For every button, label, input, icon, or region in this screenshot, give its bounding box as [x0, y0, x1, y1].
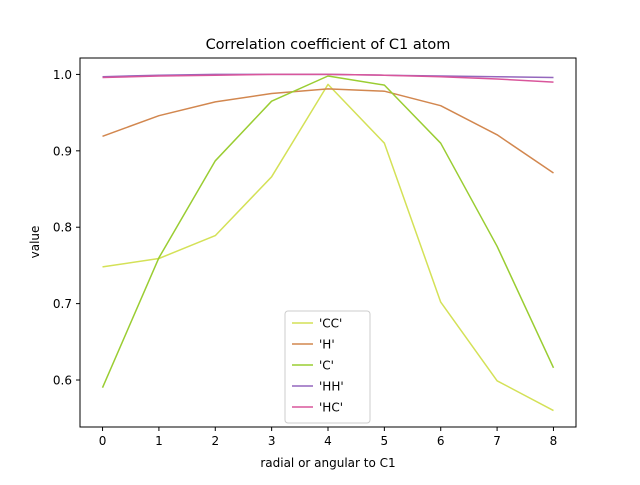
x-tick-label: 4 — [324, 434, 332, 448]
series-line-4 — [102, 73, 554, 83]
y-tick-label: 1.0 — [53, 68, 72, 82]
legend-label: 'HH' — [319, 380, 344, 394]
x-axis-label: radial or angular to C1 — [260, 456, 395, 470]
series-line-1 — [102, 88, 554, 174]
y-tick-label: 0.9 — [53, 144, 72, 158]
x-tick-label: 0 — [99, 434, 107, 448]
x-tick-label: 1 — [155, 434, 163, 448]
legend-label: 'C' — [319, 359, 334, 373]
x-tick-label: 2 — [211, 434, 219, 448]
series-line-0 — [102, 83, 554, 412]
legend-box — [284, 310, 371, 424]
y-tick-label: 0.7 — [53, 297, 72, 311]
y-tick-label: 0.8 — [53, 221, 72, 235]
series-line-2 — [101, 75, 555, 388]
chart-title: Correlation coefficient of C1 atom — [206, 37, 451, 53]
legend-label: 'H' — [319, 338, 335, 352]
axis-ticks: 0 1 2 3 4 5 6 7 8 0.6 0.7 0.8 0.9 1.0 — [53, 68, 557, 448]
legend-label: 'HC' — [319, 401, 343, 415]
x-tick-label: 8 — [550, 434, 558, 448]
y-axis-label: value — [28, 226, 42, 259]
plot-area-frame — [79, 57, 577, 428]
legend: 'CC' 'H' 'C' 'HH' 'HC' — [284, 310, 371, 424]
x-tick-label: 6 — [437, 434, 445, 448]
x-tick-label: 5 — [381, 434, 389, 448]
y-tick-label: 0.6 — [53, 374, 72, 388]
data-series — [101, 73, 555, 412]
legend-label: 'CC' — [319, 317, 342, 331]
x-tick-label: 3 — [268, 434, 276, 448]
x-tick-label: 7 — [493, 434, 501, 448]
